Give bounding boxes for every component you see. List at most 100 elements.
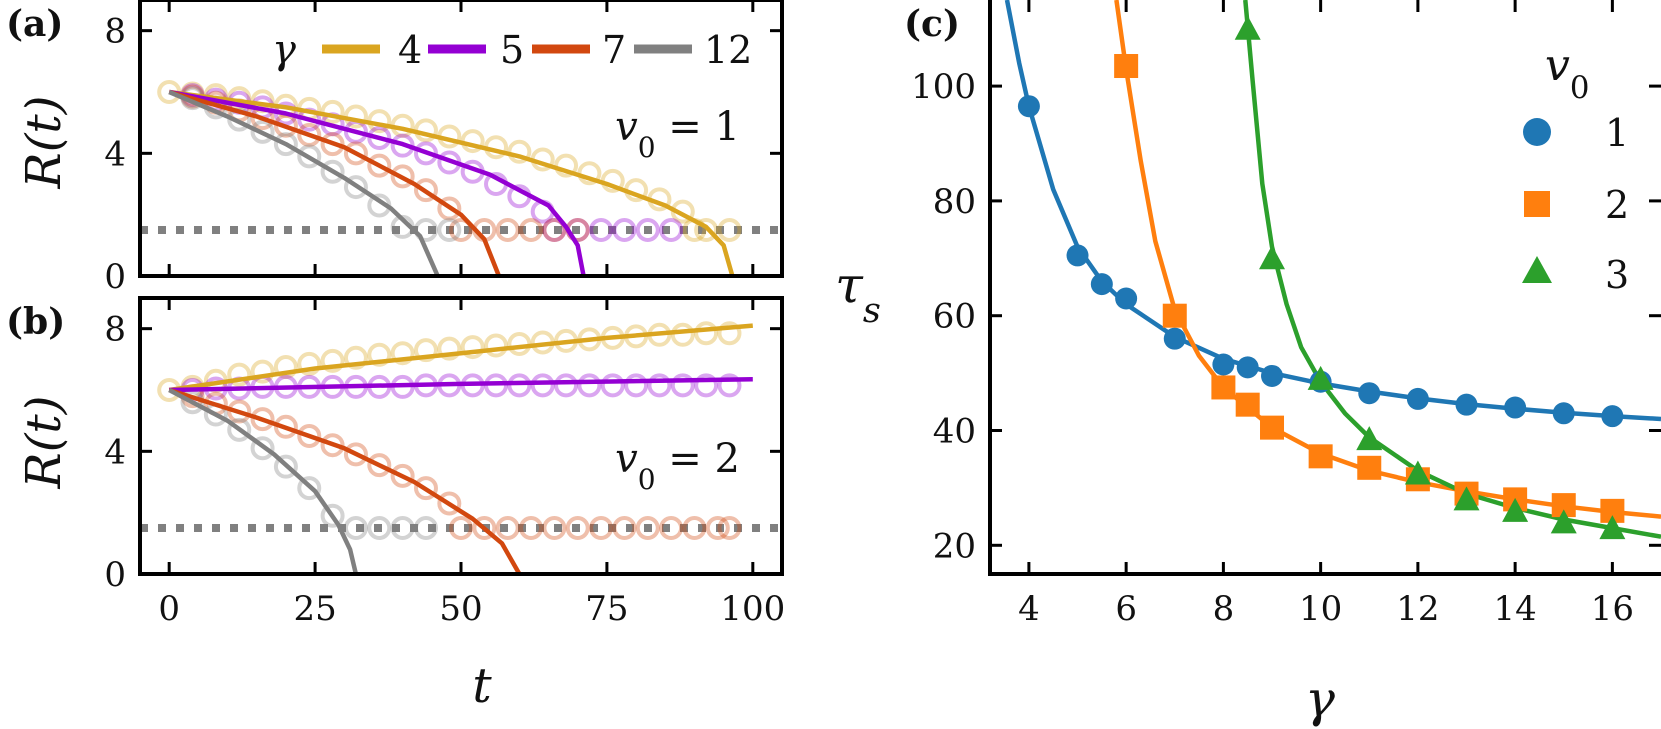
- panel-b-curve-gamma-4: [168, 323, 753, 393]
- panel-c-point-v0-1: [1090, 273, 1113, 296]
- panel-b-marker-gamma-5: [647, 373, 672, 398]
- panel-c-ytick-label: 60: [933, 297, 976, 337]
- panel-b-marker-gamma-5: [600, 373, 625, 398]
- legend-entry-v0-1: 1: [1605, 111, 1629, 155]
- legend-entry-v0-3: 3: [1605, 253, 1629, 297]
- panel-c-point-v0-1: [1236, 356, 1259, 379]
- panel-b-marker-gamma-12: [320, 503, 345, 528]
- panel-b-marker-gamma-4: [367, 342, 392, 367]
- panel-a-marker-gamma-5: [542, 218, 567, 242]
- panel-c-point-v0-1: [1261, 364, 1284, 387]
- panel-a-ytick-label: 8: [104, 12, 126, 52]
- legend-marker-1: [1523, 118, 1551, 146]
- panel-c-ytick-label: 40: [933, 412, 976, 452]
- panel-c-xtick-label: 6: [1115, 589, 1137, 629]
- panel-b-ytick-label: 8: [104, 310, 126, 350]
- panel-c-point-v0-3: [1404, 460, 1431, 485]
- panel-c-curve-v0-3: [1243, 0, 1661, 539]
- panel-b-marker-gamma-7: [449, 516, 473, 540]
- panel-a-marker-gamma-4: [694, 218, 719, 242]
- panel-b-marker-gamma-4: [484, 333, 509, 358]
- panel-c-label: (c): [904, 3, 960, 45]
- gamma-legend: γ 4 5 7 12: [272, 27, 752, 73]
- panel-b-marker-gamma-7: [635, 516, 660, 540]
- panel-b-marker-gamma-7: [717, 516, 742, 540]
- panel-c-point-v0-2: [1308, 444, 1333, 469]
- panel-a-annotation: v0 = 1: [615, 104, 740, 164]
- panel-c-point-v0-1: [1504, 396, 1527, 419]
- panel-b-marker-gamma-12: [390, 516, 415, 540]
- panel-c-point-v0-3: [1356, 426, 1383, 451]
- panel-b-marker-gamma-7: [413, 476, 438, 501]
- panel-a-marker-gamma-12: [297, 144, 322, 169]
- legend-entry-7: 7: [602, 28, 626, 72]
- panel-c-frame: [988, 0, 1661, 576]
- panel-b-marker-gamma-4: [413, 338, 438, 363]
- panel-b-marker-gamma-5: [717, 373, 742, 398]
- panel-b-marker-gamma-12: [297, 476, 322, 501]
- panel-c-point-v0-2: [1260, 415, 1285, 440]
- panel-a-marker-gamma-7: [449, 218, 473, 242]
- panel-b-ytick-label: 0: [104, 555, 126, 595]
- legend-marker-2: [1524, 191, 1550, 217]
- panel-a-marker-gamma-7: [519, 218, 544, 242]
- panel-b-marker-gamma-5: [554, 373, 579, 398]
- legend-gamma-symbol: γ: [272, 27, 296, 73]
- panel-b-curve-gamma-12: [168, 388, 359, 574]
- panel-c-point-v0-3: [1599, 515, 1626, 540]
- panel-a-marker-gamma-7: [413, 178, 438, 203]
- legend-entry-4: 4: [398, 28, 422, 72]
- panel-b-marker-gamma-4: [694, 321, 719, 346]
- panel-b-marker-gamma-12: [413, 516, 438, 540]
- panel-a-marker-gamma-12: [273, 132, 298, 157]
- legend-marker-3: [1522, 256, 1552, 283]
- panel-b-marker-gamma-7: [495, 516, 520, 540]
- panel-b-marker-gamma-4: [717, 321, 742, 346]
- panel-b-marker-gamma-4: [670, 322, 695, 347]
- panel-c-point-v0-3: [1259, 245, 1286, 270]
- panel-a-marker-gamma-7: [495, 218, 520, 242]
- panel-c-point-v0-3: [1550, 509, 1577, 534]
- panel-b-ylabel: R(t): [16, 396, 72, 490]
- panel-a-marker-gamma-7: [320, 132, 345, 157]
- panel-c-point-v0-2: [1114, 54, 1139, 79]
- panel-a-marker-gamma-12: [250, 119, 275, 144]
- panel-c-point-v0-1: [1455, 393, 1478, 416]
- panel-c-point-v0-3: [1307, 365, 1334, 390]
- panel-a-curve-gamma-7: [168, 89, 501, 276]
- panel-b-label: (b): [6, 301, 65, 343]
- panel-c-ytick-label: 20: [933, 526, 976, 566]
- panel-c-point-v0-1: [1358, 382, 1381, 405]
- panel-c-point-v0-1: [1115, 287, 1138, 310]
- legend-v0-title: v0: [1545, 40, 1589, 106]
- panel-c-point-v0-2: [1235, 392, 1260, 417]
- panel-b-marker-gamma-7: [682, 516, 707, 540]
- panel-b-marker-gamma-4: [273, 355, 298, 379]
- panel-b-marker-gamma-4: [297, 351, 322, 376]
- panel-b-marker-gamma-4: [227, 362, 252, 387]
- panel-b-marker-gamma-5: [694, 373, 719, 398]
- panel-c-xtick-label: 16: [1591, 589, 1634, 629]
- panel-c-ytick-label: 80: [933, 182, 976, 222]
- panel-a-marker-gamma-5: [612, 218, 637, 242]
- panel-b-marker-gamma-4: [320, 348, 345, 373]
- panel-c-xtick-label: 8: [1213, 589, 1235, 629]
- panel-c-xtick-label: 10: [1299, 589, 1342, 629]
- panel-b: 0 25 50 75 100 0 4 8 (b) R(t) t v0 = 2: [6, 296, 785, 714]
- panel-a: 0 4 8 (a) R(t) γ 4 5 7 12 v0 = 1: [6, 0, 784, 297]
- panel-b-marker-gamma-7: [612, 516, 637, 540]
- panel-b-marker-gamma-7: [343, 442, 368, 467]
- panel-a-marker-gamma-7: [367, 153, 392, 178]
- panel-a-curve-gamma-4: [168, 89, 735, 276]
- panel-a-ytick-label: 4: [104, 134, 126, 174]
- panel-a-curve-gamma-5: [168, 89, 586, 276]
- panel-b-xtick-label: 25: [293, 589, 336, 629]
- panel-a-marker-gamma-5: [659, 218, 684, 242]
- panel-b-marker-gamma-7: [227, 399, 252, 424]
- panel-a-marker-gamma-12: [320, 159, 345, 184]
- panel-a-marker-gamma-4: [554, 153, 579, 178]
- panel-a-marker-gamma-7: [390, 164, 415, 189]
- panel-c-point-v0-2: [1357, 455, 1382, 480]
- panel-b-marker-gamma-5: [670, 373, 695, 398]
- panel-b-marker-gamma-5: [577, 373, 602, 398]
